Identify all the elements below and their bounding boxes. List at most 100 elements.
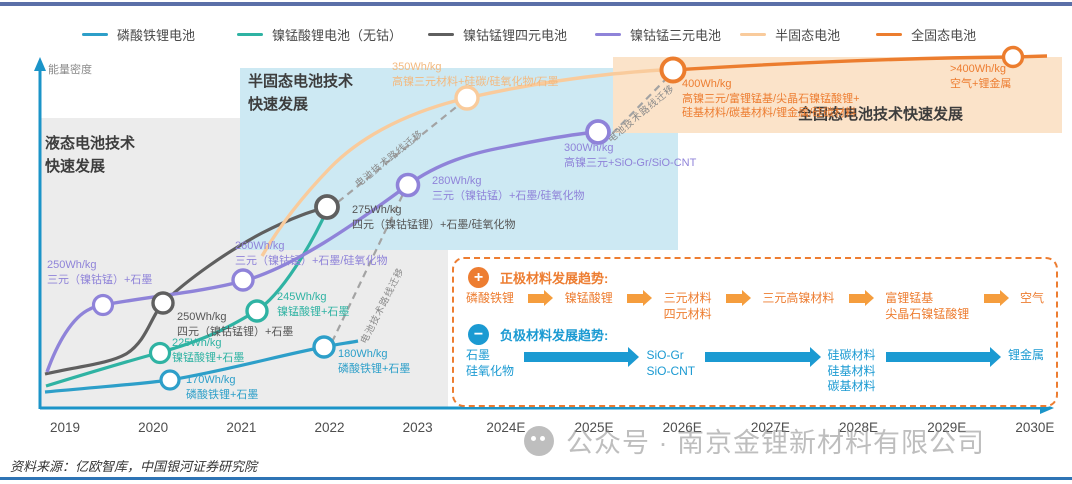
marker-solid-400 — [659, 56, 687, 84]
migration-dashed-line-1 — [331, 191, 405, 343]
arrow-right-icon — [528, 290, 554, 306]
point-label-lmno-225: 225Wh/kg 镍锰酸锂+石墨 — [172, 337, 245, 364]
migration-dashed-line-2 — [337, 103, 461, 203]
arrow-right-icon — [627, 290, 653, 306]
x-tick: 2026E — [662, 420, 702, 435]
source-note: 资料来源：亿欧智库，中国银河证券研究院 — [10, 459, 258, 474]
point-label-lfp-170: 170Wh/kg 磷酸铁锂+石墨 — [186, 374, 259, 401]
cathode-step: 三元材料 四元材料 — [663, 291, 712, 321]
point-label-semi-350: 350Wh/kg 高镍三元材料+硅碳/硅氧化物/石墨 — [392, 61, 559, 88]
x-tick: 2024E — [486, 420, 526, 435]
marker-lfp-170 — [159, 369, 181, 391]
legend-label: 镍锰酸锂电池（无钴） — [272, 28, 403, 43]
marker-lmno-245 — [245, 299, 269, 323]
point-label-ncm-280: 280Wh/kg 三元（镍钴锰）+石墨/硅氧化物 — [432, 175, 585, 202]
marker-ncm-280 — [395, 172, 421, 198]
watermark: 公众号 · 南京金锂新材料有限公司 — [524, 421, 985, 460]
x-tick: 2021 — [226, 420, 257, 435]
migration-dashed-line-3 — [603, 76, 669, 143]
point-label-quad-250: 250Wh/kg 四元（镍钴锰锂）+石墨 — [177, 311, 294, 338]
point-label-quad-275: 275Wh/kg 四元（镍钴锰锂）+石墨/硅氧化物 — [352, 204, 516, 231]
marker-ncm-250 — [91, 293, 115, 317]
material-trend-box: + 正极材料发展趋势: 磷酸铁锂 镍锰酸锂 三元材料 四元材料 三元高镍材料 富… — [452, 257, 1058, 407]
x-tick: 2020 — [138, 420, 169, 435]
legend: 磷酸铁锂电池 镍锰酸锂电池（无钴） 镍钴锰锂四元电池 镍钴锰三元电池 半固态电池… — [82, 25, 976, 44]
anode-step: 硅碳材料 硅基材料 碳基材料 — [827, 348, 876, 394]
point-label-solid-400: 400Wh/kg 高镍三元/富锂锰基/尖晶石镍锰酸锂+ 硅基材料/碳基材料/锂金… — [682, 78, 860, 120]
point-label-ncm-300: 300Wh/kg 高镍三元+SiO-Gr/SiO-CNT — [564, 142, 697, 169]
ncm-curve — [45, 130, 599, 373]
marker-ncm-260 — [231, 268, 255, 292]
cathode-trend-title: 正极材料发展趋势: — [500, 271, 609, 286]
top-border — [0, 2, 1072, 6]
lmno-curve — [45, 209, 329, 388]
arrow-right-icon — [848, 290, 874, 306]
arrow-right-icon — [705, 347, 821, 368]
marker-quad-275 — [314, 194, 340, 220]
marker-lmno-225 — [148, 341, 172, 365]
cathode-trend-flow: 磷酸铁锂 镍锰酸锂 三元材料 四元材料 三元高镍材料 富锂锰基 尖晶石镍锰酸锂 … — [466, 290, 1044, 322]
legend-item-quad: 镍钴锰锂四元电池 — [428, 25, 567, 44]
legend-item-lmno: 镍锰酸锂电池（无钴） — [237, 25, 402, 44]
solid-curve — [672, 54, 1048, 72]
cathode-step: 磷酸铁锂 — [466, 291, 515, 305]
legend-line-icon — [237, 33, 264, 36]
arrow-right-icon — [983, 290, 1009, 306]
x-tick: 2023 — [402, 420, 433, 435]
marker-solid-400plus — [1001, 45, 1025, 69]
point-label-ncm-250: 250Wh/kg 三元（镍钴锰）+石墨 — [47, 259, 153, 286]
arrow-right-icon — [524, 347, 640, 368]
plus-icon: + — [468, 267, 489, 288]
legend-line-icon — [740, 33, 767, 36]
cathode-step: 富锂锰基 尖晶石镍锰酸锂 — [885, 291, 970, 321]
anode-step: SiO-Gr SiO-CNT — [646, 348, 696, 378]
x-tick: 2025E — [574, 420, 614, 435]
legend-label: 半固态电池 — [775, 28, 841, 43]
anode-step: 石墨 硅氧化物 — [466, 348, 515, 378]
y-axis-arrow-icon — [34, 57, 46, 71]
cathode-step: 镍锰酸锂 — [564, 291, 613, 305]
wechat-icon — [524, 425, 554, 456]
anode-trend-flow: 石墨 硅氧化物 SiO-Gr SiO-CNT 硅碳材料 硅基材料 碳基材料 锂金… — [466, 347, 1044, 395]
liquid-region-title: 液态电池技术 快速发展 — [45, 135, 136, 176]
x-tick: 2019 — [49, 420, 81, 435]
solid-region-title: 全固态电池技术快速发展 — [798, 106, 964, 123]
legend-line-icon — [428, 33, 455, 36]
point-label-lmno-245: 245Wh/kg 镍锰酸锂+石墨 — [277, 291, 350, 318]
legend-item-semi-solid: 半固态电池 — [740, 25, 840, 44]
marker-lfp-180 — [312, 335, 336, 359]
legend-label: 全固态电池 — [911, 28, 977, 43]
marker-semi-350 — [454, 85, 480, 111]
arrow-right-icon — [885, 347, 1002, 368]
semi-solid-region-title: 半固态电池技术 快速发展 — [248, 73, 354, 114]
x-tick: 2028E — [839, 420, 879, 435]
x-tick: 2030E — [1015, 420, 1055, 435]
legend-line-icon — [595, 33, 622, 36]
minus-icon: − — [468, 324, 489, 346]
anode-trend-title: 负极材料发展趋势: — [500, 328, 609, 344]
lfp-curve — [44, 339, 359, 394]
legend-line-icon — [82, 33, 108, 36]
legend-label: 镍钴锰三元电池 — [630, 28, 722, 43]
point-label-solid-400plus: >400Wh/kg 空气+锂金属 — [950, 63, 1012, 90]
cathode-step: 空气 — [1019, 291, 1044, 305]
x-axis-ticks: 2019 2020 2021 2022 2023 2024E 2025E 202… — [30, 420, 1070, 435]
bottom-border — [0, 477, 1072, 480]
legend-line-icon — [876, 33, 903, 36]
point-label-ncm-260: 260Wh/kg 三元（镍钴锰）+石墨/硅氧化物 — [235, 240, 388, 267]
x-tick: 2027E — [750, 420, 790, 435]
x-tick: 2029E — [927, 420, 967, 435]
legend-label: 镍钴锰锂四元电池 — [463, 28, 568, 43]
watermark-text: 公众号 · 南京金锂新材料有限公司 — [566, 428, 985, 458]
anode-trend-title-row: − 负极材料发展趋势: — [468, 324, 1044, 346]
point-label-lfp-180: 180Wh/kg 磷酸铁锂+石墨 — [338, 348, 411, 375]
anode-step: 锂金属 — [1007, 348, 1044, 363]
cathode-trend-title-row: + 正极材料发展趋势: — [468, 267, 1044, 288]
y-axis-label: 能量密度 — [48, 64, 92, 76]
legend-item-solid: 全固态电池 — [876, 25, 976, 44]
legend-item-ncm: 镍钴锰三元电池 — [595, 25, 721, 44]
x-tick: 2022 — [314, 420, 345, 435]
legend-item-lfp: 磷酸铁锂电池 — [82, 25, 195, 44]
legend-label: 磷酸铁锂电池 — [117, 28, 196, 43]
